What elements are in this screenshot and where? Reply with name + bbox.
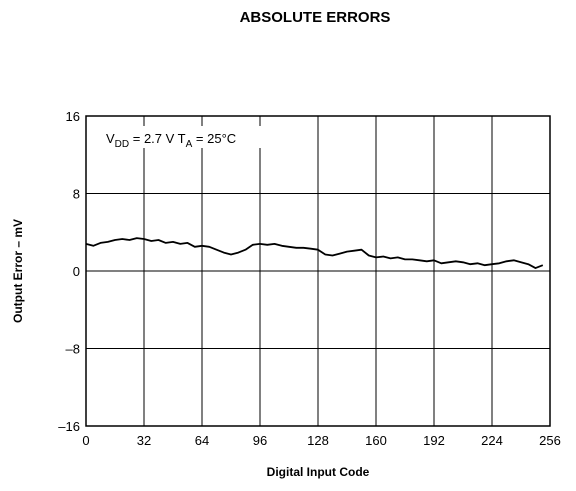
y-tick-label: 8 [73,187,80,202]
x-tick-labels: 0 32 64 96 128 160 192 224 256 [82,433,560,448]
y-axis-label: Output Error – mV [11,219,25,323]
x-axis-label: Digital Input Code [267,465,370,479]
y-tick-label: –8 [66,342,80,357]
x-tick-label: 64 [195,433,209,448]
output-error-series [85,237,544,269]
x-tick-label: 0 [82,433,89,448]
grid-lines [86,116,550,426]
x-tick-label: 96 [253,433,267,448]
x-tick-label: 32 [137,433,151,448]
vdd-subscript: DD [115,139,129,150]
conditions-annotation: VDD = 2.7 V TA = 25°C [106,131,236,150]
vdd-label: V [106,131,115,146]
chart-title: ABSOLUTE ERRORS [240,9,391,26]
y-tick-labels: 16 8 0 –8 –16 [58,109,80,434]
x-tick-label: 224 [481,433,503,448]
ta-value: = 25°C [192,131,236,146]
y-tick-label: 16 [66,109,80,124]
y-tick-label: –16 [58,419,80,434]
vdd-value: = 2.7 V T [129,131,186,146]
x-tick-label: 256 [539,433,561,448]
annotation-background [100,126,278,148]
y-tick-label: 0 [73,264,80,279]
ta-subscript: A [186,139,193,150]
x-tick-label: 192 [423,433,445,448]
x-tick-label: 128 [307,433,329,448]
x-tick-label: 160 [365,433,387,448]
